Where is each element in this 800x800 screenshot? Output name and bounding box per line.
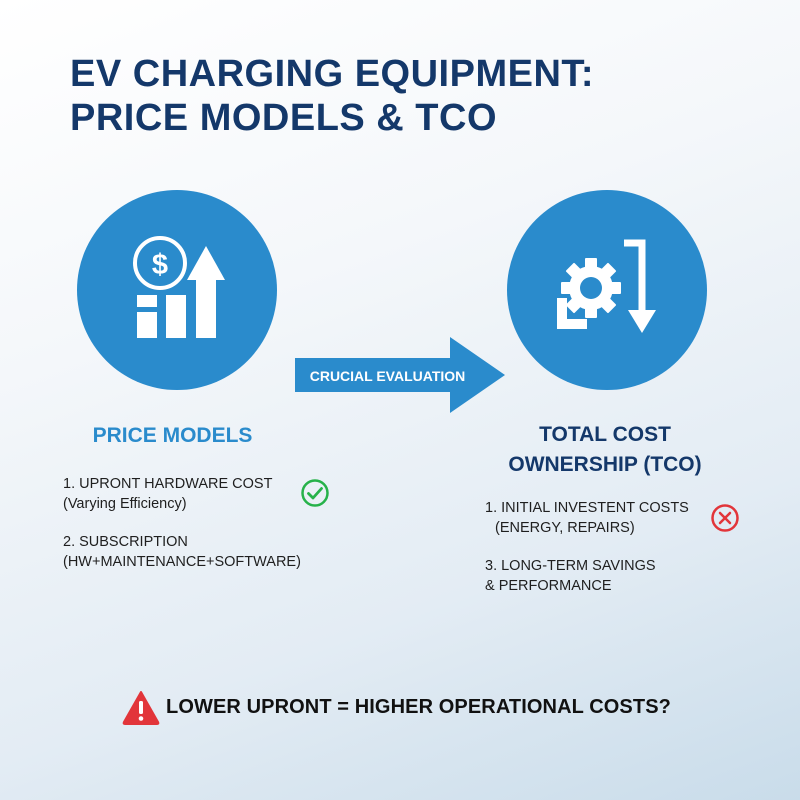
gear-cost-down-icon bbox=[557, 239, 656, 333]
tco-title-line-1: TOTAL COST bbox=[539, 423, 671, 446]
dollar-growth-chart-icon: $ bbox=[133, 236, 225, 338]
page-title: EV CHARGING EQUIPMENT: PRICE MODELS & TC… bbox=[70, 52, 594, 140]
tco-item: 1. INITIAL INVESTENT COSTS (ENERGY, REPA… bbox=[485, 498, 689, 538]
check-circle-icon bbox=[301, 479, 329, 507]
x-circle-icon bbox=[711, 504, 739, 532]
warning-text: LOWER UPRONT = HIGHER OPERATIONAL COSTS? bbox=[166, 696, 671, 718]
price-models-circle: $ bbox=[77, 190, 277, 390]
tco-circle bbox=[507, 190, 707, 390]
item-line-2: & PERFORMANCE bbox=[485, 578, 612, 594]
tco-title: TOTAL COST OWNERSHIP (TCO) bbox=[470, 420, 740, 480]
tco-title-line-2: OWNERSHIP (TCO) bbox=[508, 453, 702, 476]
price-models-title: PRICE MODELS bbox=[92, 424, 253, 447]
svg-text:$: $ bbox=[152, 249, 168, 281]
title-line-1: EV CHARGING EQUIPMENT: bbox=[70, 53, 595, 95]
price-model-item: 1. UPRONT HARDWARE COST (Varying Efficie… bbox=[63, 474, 272, 514]
item-line-2: (HW+MAINTENANCE+SOFTWARE) bbox=[63, 554, 301, 570]
tco-item: 3. LONG-TERM SAVINGS & PERFORMANCE bbox=[485, 556, 656, 596]
arrow-label: CRUCIAL EVALUATION bbox=[309, 368, 466, 384]
item-line-2: (Varying Efficiency) bbox=[63, 496, 187, 512]
item-line-1: 1. INITIAL INVESTENT COSTS bbox=[485, 500, 689, 516]
item-line-2: (ENERGY, REPAIRS) bbox=[495, 520, 635, 536]
price-model-item: 2. SUBSCRIPTION (HW+MAINTENANCE+SOFTWARE… bbox=[63, 532, 301, 572]
item-line-1: 2. SUBSCRIPTION bbox=[63, 534, 188, 550]
title-line-2: PRICE MODELS & TCO bbox=[70, 97, 498, 139]
item-line-1: 3. LONG-TERM SAVINGS bbox=[485, 558, 656, 574]
crucial-evaluation-arrow bbox=[295, 337, 505, 413]
item-line-1: 1. UPRONT HARDWARE COST bbox=[63, 476, 273, 492]
warning-triangle-icon bbox=[122, 691, 160, 725]
